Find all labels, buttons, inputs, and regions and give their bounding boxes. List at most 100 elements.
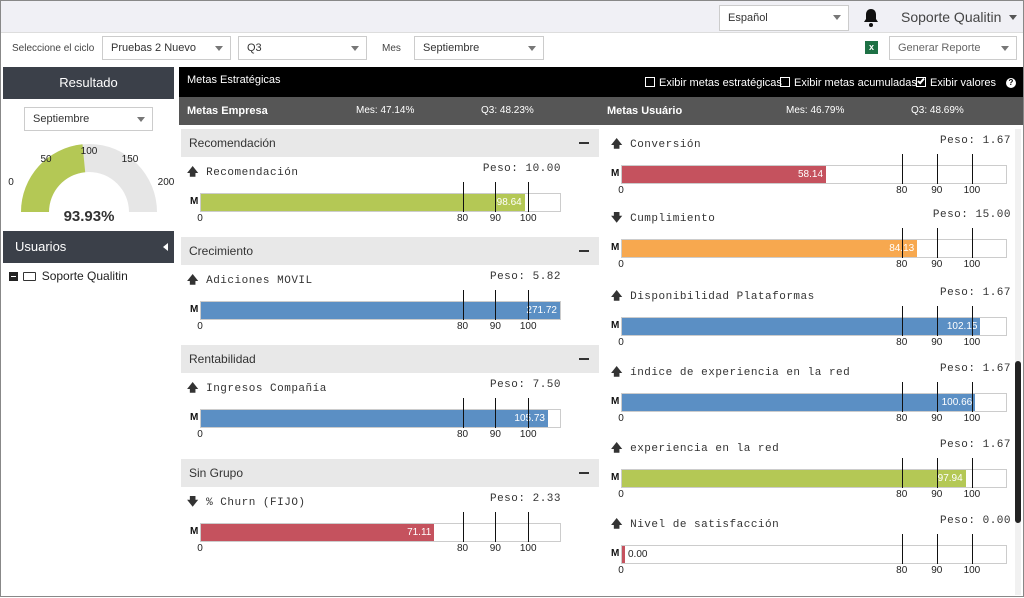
month-select[interactable]: Septiembre bbox=[414, 36, 544, 60]
metric-bar: 100.66 bbox=[622, 394, 976, 411]
help-icon[interactable]: ? bbox=[1006, 78, 1016, 88]
axis-tick-label: 90 bbox=[931, 565, 943, 576]
checkbox-unchecked[interactable] bbox=[780, 77, 790, 87]
metric-bar bbox=[622, 546, 625, 563]
metric-bar: 105.73 bbox=[201, 410, 548, 427]
metric-peso: Peso: 2.33 bbox=[489, 493, 561, 505]
opt-metas-acumuladas[interactable]: Exibir metas acumuladas bbox=[780, 77, 917, 89]
metric-name: índice de experiencia en la red bbox=[630, 367, 851, 379]
collapse-icon[interactable] bbox=[579, 142, 589, 144]
bar-value: 0.00 bbox=[628, 549, 648, 560]
cycle-select[interactable]: Pruebas 2 Nuevo bbox=[102, 36, 231, 60]
caret-left-icon bbox=[163, 243, 168, 251]
axis-tick-label: 80 bbox=[456, 429, 469, 440]
axis-tick-label: 0 bbox=[618, 413, 624, 424]
axis-tick-label: 100 bbox=[519, 213, 537, 224]
axis-tick-label: 100 bbox=[963, 185, 981, 196]
metric-peso: Peso: 10.00 bbox=[482, 163, 561, 175]
collapse-icon[interactable] bbox=[579, 250, 589, 252]
user-menu[interactable]: Soporte Qualitin bbox=[901, 9, 1018, 25]
cycle-value: Pruebas 2 Nuevo bbox=[111, 42, 196, 54]
users-title: Usuarios bbox=[15, 239, 67, 254]
scrollbar-thumb[interactable] bbox=[1015, 361, 1021, 523]
metric-name: experiencia en la red bbox=[630, 443, 780, 455]
target-tick bbox=[901, 228, 903, 258]
metric-bar: 58.14 bbox=[622, 166, 827, 183]
metric-item: 🡅 Conversión Peso: 1.67 M 58.14 0 80 90 100 bbox=[605, 135, 1013, 213]
checkbox-checked[interactable] bbox=[916, 76, 926, 87]
collapse-icon[interactable] bbox=[579, 472, 589, 474]
target-tick bbox=[971, 306, 973, 336]
users-header[interactable]: Usuarios bbox=[3, 231, 174, 263]
collapse-icon[interactable] bbox=[579, 358, 589, 360]
group-header[interactable]: Recomendación bbox=[181, 129, 599, 157]
axis-tick-label: 80 bbox=[896, 565, 908, 576]
target-tick bbox=[462, 512, 464, 542]
m-label: M bbox=[611, 472, 620, 483]
tree-item-user[interactable]: Soporte Qualitin bbox=[9, 269, 128, 283]
metric-bar: 71.11 bbox=[201, 524, 435, 541]
gauge-tick: 0 bbox=[8, 177, 14, 188]
group-header[interactable]: Rentabilidad bbox=[181, 345, 599, 373]
metric-name: Disponibilidad Plataformas bbox=[630, 291, 815, 303]
axis-tick-label: 100 bbox=[519, 429, 537, 440]
axis-tick-label: 0 bbox=[618, 489, 624, 500]
bell-icon[interactable] bbox=[862, 8, 880, 28]
language-value: Español bbox=[728, 12, 768, 24]
main-toolbar: Metas Estratégicas Exibir metas estratég… bbox=[179, 67, 1023, 97]
axis-tick-label: 80 bbox=[896, 489, 908, 500]
metric-name: Cumplimiento bbox=[630, 213, 716, 225]
m-label: M bbox=[611, 242, 620, 253]
metric-peso: Peso: 1.67 bbox=[939, 135, 1011, 147]
group-header[interactable]: Sin Grupo bbox=[181, 459, 599, 487]
empresa-title: Metas Empresa bbox=[187, 105, 268, 117]
group-header[interactable]: Crecimiento bbox=[181, 237, 599, 265]
metric-bar: 84.13 bbox=[622, 240, 918, 257]
language-select[interactable]: Español bbox=[719, 5, 849, 31]
axis-tick-label: 80 bbox=[456, 213, 469, 224]
arrow-up-icon: 🡅 bbox=[611, 289, 623, 302]
metric-title: 🡅 experiencia en la red bbox=[611, 439, 779, 458]
axis-tick-label: 90 bbox=[489, 543, 501, 554]
checkbox-unchecked[interactable] bbox=[645, 77, 655, 87]
metric-title: 🡅 Conversión bbox=[611, 135, 701, 154]
axis-tick-label: 90 bbox=[931, 259, 943, 270]
toolbar-title: Metas Estratégicas bbox=[187, 74, 281, 86]
metric-item: 🡅 experiencia en la red Peso: 1.67 M 97.94 0… bbox=[605, 439, 1013, 517]
gauge-tick: 200 bbox=[157, 177, 175, 188]
metric-item: Rentabilidad 🡅 Ingresos Compañía Peso: 7.5… bbox=[181, 345, 599, 457]
metric-name: Adiciones MOVIL bbox=[206, 275, 313, 287]
target-tick bbox=[971, 228, 973, 258]
opt-exibir-valores[interactable]: Exibir valores bbox=[916, 76, 996, 89]
usuario-q: Q3: 48.69% bbox=[911, 105, 964, 116]
metric-name: Conversión bbox=[630, 139, 702, 151]
opt-metas-estrategicas[interactable]: Exibir metas estratégicas bbox=[645, 77, 782, 89]
target-tick bbox=[901, 154, 903, 184]
axis-tick-label: 90 bbox=[931, 185, 943, 196]
target-tick bbox=[936, 458, 938, 488]
metric-name: Nivel de satisfacción bbox=[630, 519, 780, 531]
excel-icon[interactable]: x bbox=[865, 41, 878, 54]
gauge: 0 50 100 150 200 93.93% bbox=[1, 144, 177, 229]
axis-tick-label: 80 bbox=[896, 185, 908, 196]
target-tick bbox=[495, 182, 497, 212]
axis-tick-label: 0 bbox=[197, 543, 203, 554]
axis-tick-label: 0 bbox=[618, 259, 624, 270]
usuario-mes: Mes: 46.79% bbox=[786, 105, 845, 116]
bar-value: 58.14 bbox=[797, 169, 824, 180]
sidebar-month-select[interactable]: Septiembre bbox=[24, 107, 153, 131]
target-tick bbox=[901, 306, 903, 336]
metric-peso: Peso: 15.00 bbox=[932, 209, 1011, 221]
metric-bar: 98.64 bbox=[201, 194, 525, 211]
axis-tick-label: 0 bbox=[618, 185, 624, 196]
report-select[interactable]: Generar Reporte bbox=[889, 36, 1017, 60]
collapse-icon[interactable] bbox=[9, 272, 18, 281]
metric-peso: Peso: 0.00 bbox=[939, 515, 1011, 527]
bar-value: 97.94 bbox=[937, 473, 963, 484]
gauge-tick: 100 bbox=[80, 146, 98, 157]
axis-tick-label: 80 bbox=[456, 543, 469, 554]
quarter-select[interactable]: Q3 bbox=[238, 36, 367, 60]
axis-tick-label: 0 bbox=[197, 213, 203, 224]
bar-value: 71.11 bbox=[407, 527, 432, 538]
target-tick bbox=[528, 290, 530, 320]
